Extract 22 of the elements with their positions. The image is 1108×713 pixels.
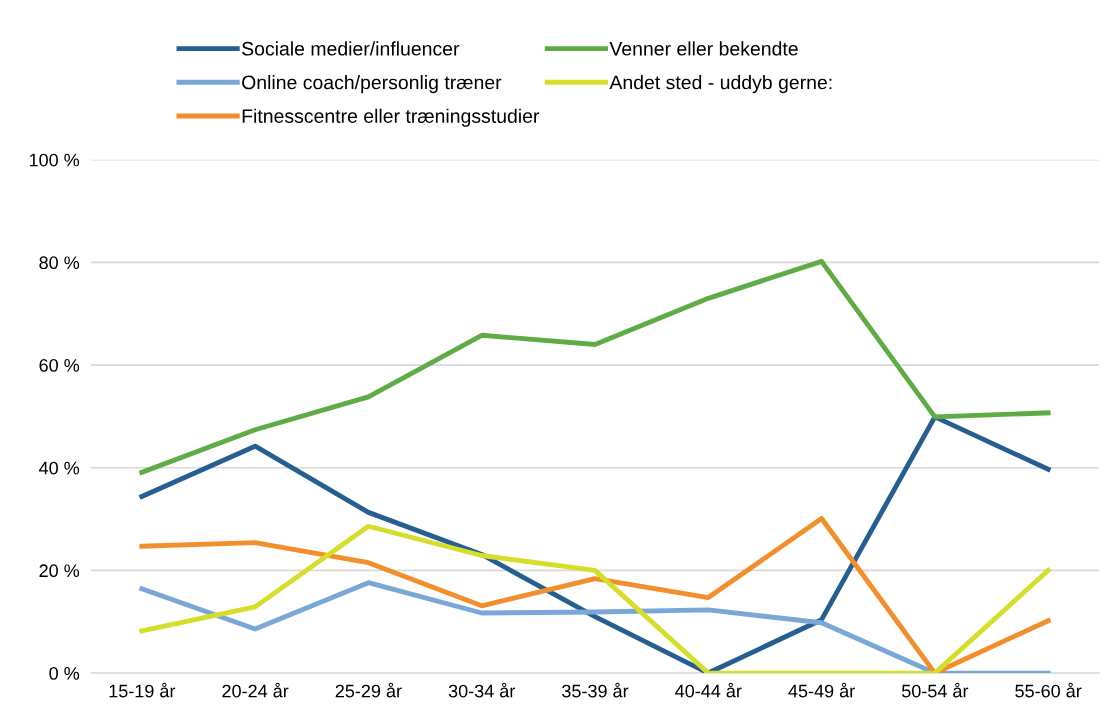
x-tick-label: 25-29 år [335, 682, 402, 698]
x-tick-label: 20-24 år [222, 682, 289, 698]
y-tick-label: 60 % [39, 358, 80, 372]
x-tick-label: 40-44 år [675, 682, 742, 698]
x-tick-label: 30-34 år [448, 682, 516, 698]
legend-label: Sociale medier/influencer [242, 41, 460, 56]
legend-label: Fitnesscentre eller træningsstudier [242, 108, 540, 127]
y-tick-label: 80 % [39, 256, 80, 270]
y-tick-label: 40 % [39, 461, 80, 475]
x-tick-label: 45-49 år [788, 682, 855, 698]
line-series [139, 258, 1051, 475]
x-tick-label: 15-19 år [109, 682, 176, 698]
line-series [139, 580, 1051, 674]
x-tick-label: 35-39 år [562, 682, 629, 698]
legend-label: Online coach/personlig træner [242, 75, 502, 94]
x-tick-label: 55-60 år [1015, 682, 1082, 698]
x-tick-label: 50-54 år [901, 682, 969, 698]
y-tick-label: 0 % [49, 667, 80, 680]
y-tick-label: 20 % [39, 564, 80, 578]
legend-label: Andet sted - uddyb gerne: [609, 75, 832, 94]
legend-label: Venner eller bekendte [609, 41, 798, 56]
y-tick-label: 100 % [29, 153, 80, 167]
